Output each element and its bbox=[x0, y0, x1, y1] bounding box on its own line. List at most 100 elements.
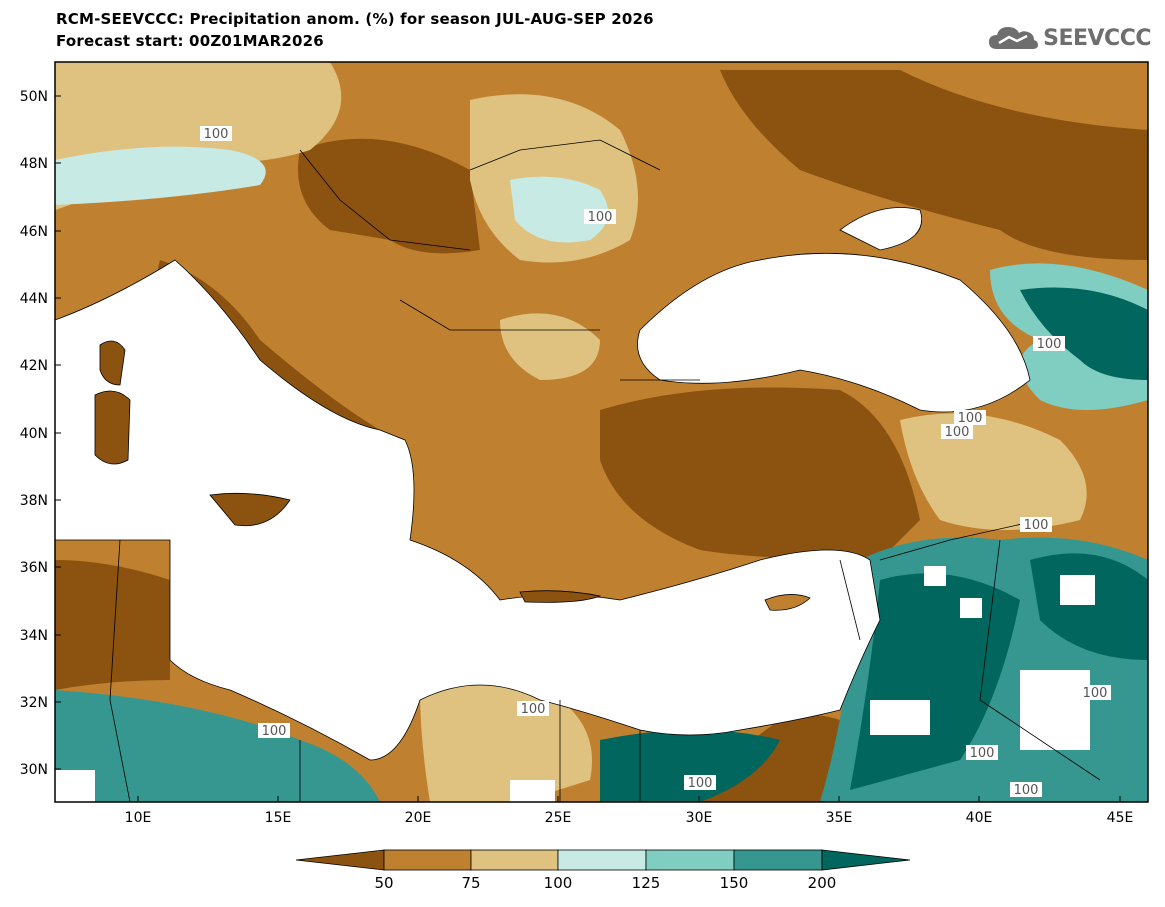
map-frame bbox=[54, 61, 1149, 803]
lat-tick: 34N bbox=[20, 628, 61, 644]
svg-text:100: 100 bbox=[1014, 783, 1039, 798]
nodata-patch bbox=[1020, 670, 1090, 750]
field-verywet-syria bbox=[850, 573, 1020, 790]
lat-tick: 38N bbox=[20, 493, 61, 509]
svg-text:100: 100 bbox=[688, 776, 713, 791]
lat-axis: 50N 48N 46N 44N 42N 40N 38N 36N 34N 32N … bbox=[20, 89, 61, 778]
colorbar-100-125 bbox=[557, 849, 647, 871]
forecast-start: Forecast start: 00Z01MAR2026 bbox=[56, 32, 324, 50]
lat-tick: 42N bbox=[20, 358, 61, 374]
field-verywet-iraq bbox=[1030, 553, 1148, 660]
svg-text:48N: 48N bbox=[20, 156, 48, 172]
svg-text:100: 100 bbox=[1083, 686, 1108, 701]
svg-text:32N: 32N bbox=[20, 695, 48, 711]
logo-text: SEEVCCC bbox=[1043, 25, 1151, 51]
sardinia bbox=[94, 390, 131, 465]
colorbar-tick-label: 150 bbox=[719, 874, 749, 892]
svg-text:50N: 50N bbox=[20, 89, 48, 105]
svg-text:100: 100 bbox=[970, 746, 995, 761]
colorbar-tick-label: 100 bbox=[543, 874, 573, 892]
nodata-patch bbox=[924, 566, 946, 586]
lat-tick: 32N bbox=[20, 695, 61, 711]
svg-text:25E: 25E bbox=[545, 810, 572, 826]
lat-tick: 50N bbox=[20, 89, 61, 105]
lon-tick: 15E bbox=[265, 796, 292, 826]
map-title: RCM-SEEVCCC: Precipitation anom. (%) for… bbox=[56, 10, 654, 28]
cloud-icon bbox=[989, 27, 1039, 49]
svg-text:36N: 36N bbox=[20, 560, 48, 576]
svg-text:10E: 10E bbox=[125, 810, 152, 826]
colorbar-tick-label: 50 bbox=[374, 874, 394, 892]
contour-label: 100 bbox=[1010, 782, 1042, 798]
lon-tick: 40E bbox=[966, 796, 992, 826]
lat-tick: 48N bbox=[20, 156, 61, 172]
black-sea bbox=[637, 252, 1031, 413]
svg-text:38N: 38N bbox=[20, 493, 48, 509]
colorbar-125-150 bbox=[645, 849, 735, 871]
seevccc-logo: SEEVCCC bbox=[987, 20, 1151, 56]
svg-text:100: 100 bbox=[1037, 337, 1062, 352]
svg-text:15E: 15E bbox=[265, 810, 292, 826]
lon-axis: 10E 15E 20E 25E 30E 35E 40E 45E bbox=[125, 796, 1133, 826]
colorbar-tick-label: 200 bbox=[807, 874, 837, 892]
svg-text:30E: 30E bbox=[686, 810, 713, 826]
mediterranean-sea bbox=[55, 259, 881, 761]
colorbar-50-75 bbox=[383, 849, 472, 871]
nodata-patch bbox=[870, 700, 930, 735]
svg-text:100: 100 bbox=[1024, 518, 1049, 533]
field-wet-sahara bbox=[55, 690, 380, 802]
lon-tick: 35E bbox=[826, 796, 853, 826]
lon-tick: 10E bbox=[125, 796, 152, 826]
lon-tick: 25E bbox=[545, 796, 572, 826]
cyprus bbox=[764, 594, 811, 611]
colorbar-tick-label: 125 bbox=[631, 874, 661, 892]
svg-text:100: 100 bbox=[945, 425, 970, 440]
lat-tick: 44N bbox=[20, 291, 61, 307]
country-borders bbox=[109, 139, 1101, 802]
field-dry-anatolia bbox=[600, 387, 920, 560]
svg-text:35E: 35E bbox=[826, 810, 853, 826]
svg-text:100: 100 bbox=[958, 411, 983, 426]
field-dry-balkans bbox=[298, 138, 480, 254]
colorbar bbox=[295, 849, 911, 871]
sicily bbox=[209, 492, 291, 527]
nodata-patch bbox=[960, 598, 982, 618]
field-dry-ukraine bbox=[720, 70, 1148, 260]
colorbar-tick-label: 75 bbox=[461, 874, 481, 892]
contour-label: 100 bbox=[517, 701, 549, 717]
svg-text:30N: 30N bbox=[20, 762, 48, 778]
colorbar-150-200 bbox=[733, 849, 823, 871]
nodata-patch bbox=[510, 780, 555, 802]
lat-tick: 30N bbox=[20, 762, 61, 778]
colorbar-75-100 bbox=[470, 849, 559, 871]
svg-text:44N: 44N bbox=[20, 291, 48, 307]
corsica bbox=[99, 340, 126, 386]
svg-text:40N: 40N bbox=[20, 426, 48, 442]
field-verywet-caucasus bbox=[1020, 287, 1148, 380]
svg-text:100: 100 bbox=[262, 724, 287, 739]
contour-label: 100 bbox=[1079, 685, 1111, 701]
contour-labels: 100 100 100 100 100 100 100 100 100 100 … bbox=[200, 126, 1111, 798]
contour-label: 100 bbox=[941, 424, 973, 440]
map-field bbox=[55, 62, 1148, 802]
lat-tick: 36N bbox=[20, 560, 61, 576]
svg-text:34N: 34N bbox=[20, 628, 48, 644]
azov-sea bbox=[839, 207, 922, 251]
contour-label: 100 bbox=[584, 209, 616, 225]
contour-label: 100 bbox=[684, 775, 716, 791]
contour-label: 100 bbox=[1033, 336, 1065, 352]
contour-label: 100 bbox=[966, 745, 998, 761]
nodata-patch bbox=[1060, 575, 1095, 605]
lon-tick: 20E bbox=[405, 796, 432, 826]
field-dry-algeria bbox=[55, 560, 170, 690]
svg-text:20E: 20E bbox=[405, 810, 432, 826]
field-wet-alps bbox=[55, 146, 266, 205]
colorbar-gt200 bbox=[821, 849, 911, 871]
svg-text:100: 100 bbox=[521, 702, 546, 717]
svg-text:100: 100 bbox=[588, 210, 613, 225]
contour-label: 100 bbox=[200, 126, 232, 142]
nodata-patch bbox=[55, 770, 95, 802]
colorbar-lt50 bbox=[295, 849, 385, 871]
lon-tick: 30E bbox=[686, 796, 713, 826]
